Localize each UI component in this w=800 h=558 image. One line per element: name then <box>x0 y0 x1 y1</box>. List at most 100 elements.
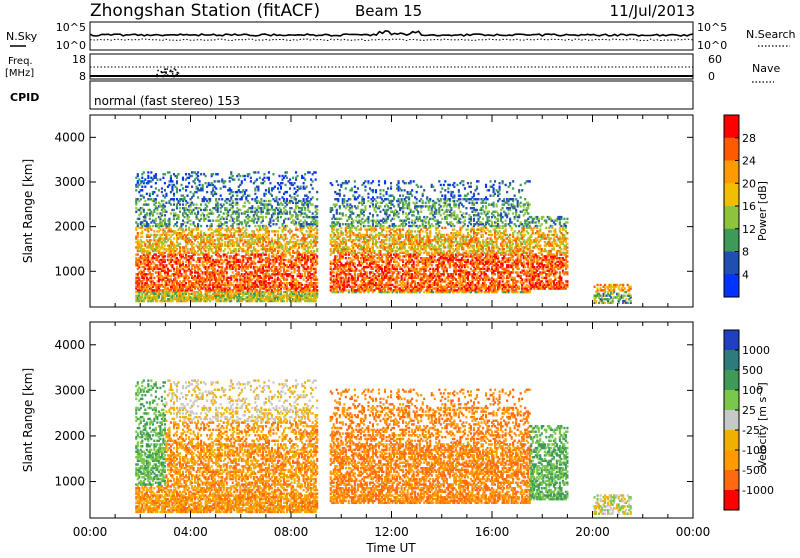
power-cell <box>309 171 311 173</box>
power-cell <box>197 211 199 213</box>
power-cell <box>221 239 223 241</box>
power-cell <box>263 173 265 175</box>
power-cell <box>284 234 286 236</box>
power-cell <box>211 255 213 257</box>
power-cell <box>248 202 250 204</box>
power-cell <box>379 211 381 213</box>
power-cell <box>269 262 271 264</box>
power-cell <box>164 189 166 191</box>
nave-label: Nave <box>752 62 780 75</box>
power-cell <box>173 203 175 205</box>
power-cell <box>277 230 279 232</box>
power-cell <box>295 221 297 223</box>
power-cell <box>309 211 311 213</box>
power-cell <box>316 205 318 207</box>
station-title: Zhongshan Station (fitACF) <box>90 1 320 21</box>
power-cell <box>316 248 318 250</box>
power-cell <box>205 218 207 220</box>
power-cell <box>330 266 332 268</box>
freq-right-tick-top: 60 <box>708 53 722 66</box>
power-cell <box>226 271 228 273</box>
power-cell <box>144 268 146 270</box>
power-cell <box>260 198 262 200</box>
power-cell <box>232 271 234 273</box>
power-cell <box>140 211 142 213</box>
nave-dot <box>164 75 166 77</box>
power-cell <box>348 180 350 182</box>
power-cell <box>289 211 291 213</box>
power-cell <box>375 211 377 213</box>
power-cell <box>170 203 172 205</box>
power-cell <box>229 219 231 221</box>
power-cell <box>199 264 201 266</box>
power-cell <box>254 262 256 264</box>
power-cell <box>367 193 369 195</box>
power-cell <box>164 244 166 246</box>
power-cell <box>331 207 333 209</box>
power-cell <box>244 175 246 177</box>
power-cell <box>369 212 371 214</box>
power-cell <box>194 182 196 184</box>
power-cell <box>141 230 143 232</box>
power-cell <box>313 250 315 252</box>
power-cell <box>156 264 158 266</box>
power-cell <box>221 227 223 229</box>
power-cell <box>150 228 152 230</box>
power-cell <box>297 194 299 196</box>
power-cell <box>205 175 207 177</box>
power-cell <box>256 196 258 198</box>
power-cell <box>137 223 139 225</box>
power-cell <box>312 180 314 182</box>
power-cell <box>186 194 188 196</box>
power-cell <box>268 212 270 214</box>
power-cell <box>351 187 353 189</box>
power-cell <box>200 173 202 175</box>
power-cell <box>294 182 296 184</box>
power-cell <box>186 186 188 188</box>
power-cell <box>381 264 383 266</box>
power-cell <box>330 234 332 236</box>
power-cell <box>226 207 228 209</box>
power-cell <box>182 203 184 205</box>
noise-search-trace <box>90 39 693 41</box>
power-cell <box>316 219 318 221</box>
power-cell <box>185 225 187 227</box>
power-cell <box>165 202 167 204</box>
nave-dot <box>175 74 177 76</box>
power-cell <box>191 186 193 188</box>
power-cell <box>259 225 261 227</box>
power-cell <box>173 193 175 195</box>
power-cell <box>186 202 188 204</box>
power-cell <box>147 203 149 205</box>
power-cell <box>272 173 274 175</box>
power-cell <box>224 180 226 182</box>
power-cell <box>263 180 265 182</box>
power-cell <box>244 205 246 207</box>
power-cell <box>244 202 246 204</box>
power-cell <box>262 216 264 218</box>
power-cell <box>150 234 152 236</box>
power-cell <box>233 221 235 223</box>
power-cell <box>182 187 184 189</box>
power-cell <box>140 198 142 200</box>
power-cell <box>245 232 247 234</box>
power-cell <box>170 212 172 214</box>
power-cell <box>168 184 170 186</box>
power-cell <box>303 216 305 218</box>
power-cell <box>164 255 166 257</box>
power-cell <box>155 218 157 220</box>
power-cell <box>349 198 351 200</box>
power-cell <box>155 182 157 184</box>
power-cell <box>197 196 199 198</box>
power-cell <box>269 225 271 227</box>
power-cell <box>138 277 140 279</box>
power-cell <box>193 243 195 245</box>
power-cell <box>179 189 181 191</box>
power-heatmap <box>135 171 632 304</box>
power-cell <box>197 223 199 225</box>
nave-dot <box>173 76 175 78</box>
power-cell <box>173 237 175 239</box>
power-cell <box>193 221 195 223</box>
power-cell <box>342 223 344 225</box>
